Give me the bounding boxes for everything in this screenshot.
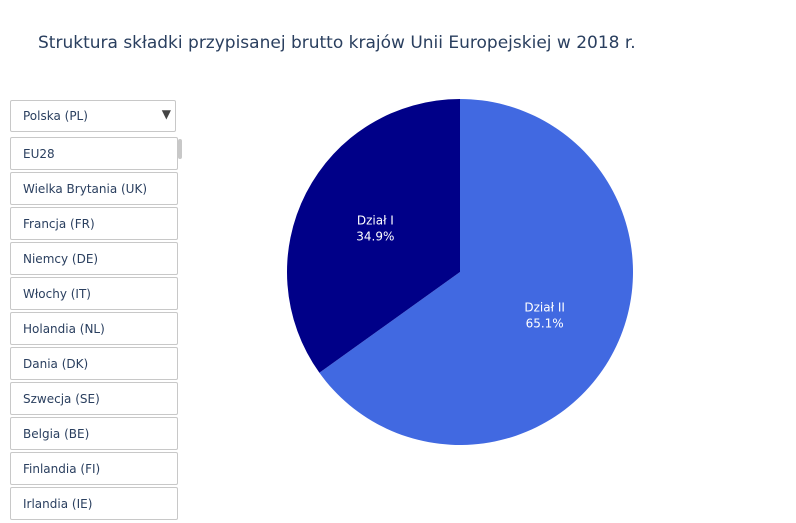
country-option-label: Irlandia (IE): [23, 497, 93, 511]
pie-slice[interactable]: [319, 99, 634, 445]
country-option-label: Dania (DK): [23, 357, 89, 371]
country-option[interactable]: Wielka Brytania (UK): [10, 172, 178, 205]
country-option[interactable]: Holandia (NL): [10, 312, 178, 345]
selected-country: Polska (PL): [23, 109, 88, 123]
country-option[interactable]: Finlandia (FI): [10, 452, 178, 485]
chart-title: Struktura składki przypisanej brutto kra…: [38, 33, 636, 53]
country-option-label: EU28: [23, 147, 55, 161]
country-option[interactable]: EU28: [10, 137, 178, 170]
country-option-label: Niemcy (DE): [23, 252, 99, 266]
country-option[interactable]: Niemcy (DE): [10, 242, 178, 275]
country-option[interactable]: Dania (DK): [10, 347, 178, 380]
slice-percent: 34.9%: [356, 230, 394, 244]
country-option-label: Włochy (IT): [23, 287, 91, 301]
dropdown-arrow-icon[interactable]: ▼: [161, 107, 171, 121]
country-option[interactable]: Francja (FR): [10, 207, 178, 240]
country-option[interactable]: Szwecja (SE): [10, 382, 178, 415]
country-option-label: Szwecja (SE): [23, 392, 100, 406]
country-option[interactable]: Belgia (BE): [10, 417, 178, 450]
country-option-label: Wielka Brytania (UK): [23, 182, 148, 196]
country-select[interactable]: Polska (PL) ▼: [10, 100, 176, 132]
pie-slice[interactable]: [287, 98, 460, 373]
country-option-label: Holandia (NL): [23, 322, 105, 336]
slice-label: Dział II: [524, 300, 565, 314]
slice-label: Dział I: [357, 214, 394, 228]
country-options-list[interactable]: EU28 Wielka Brytania (UK) Francja (FR) Niem…: [10, 137, 186, 523]
country-option-label: Belgia (BE): [23, 427, 90, 441]
country-option[interactable]: Włochy (IT): [10, 277, 178, 310]
country-option[interactable]: Irlandia (IE): [10, 487, 178, 520]
slice-percent: 65.1%: [526, 316, 564, 330]
country-option-label: Francja (FR): [23, 217, 95, 231]
scrollbar-thumb[interactable]: [178, 139, 182, 159]
country-option-label: Finlandia (FI): [23, 462, 101, 476]
